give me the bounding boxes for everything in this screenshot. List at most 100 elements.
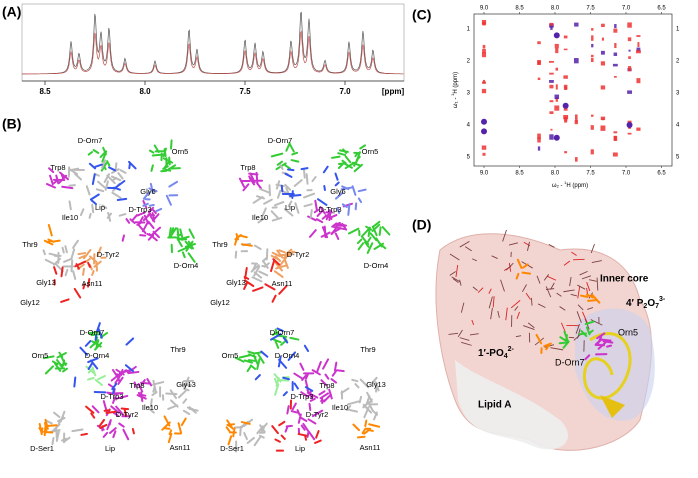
bond: [448, 332, 458, 335]
bond: [354, 383, 360, 389]
residue-label: Thr9: [360, 345, 375, 354]
y-tick-label: 1: [676, 27, 680, 33]
bond: [357, 197, 363, 204]
bond: [244, 279, 255, 288]
x-tick-label: 8.5: [515, 6, 524, 12]
bond: [73, 172, 83, 181]
bond: [259, 434, 265, 439]
cross-peak: [627, 66, 632, 72]
plot-frame: [473, 13, 673, 167]
panel-label: (C): [412, 7, 431, 23]
bond: [589, 279, 597, 282]
bond: [606, 344, 613, 348]
x-tick-label: 6.5: [657, 6, 666, 12]
residue-label: D-Trp3: [128, 205, 151, 214]
bond: [91, 173, 96, 186]
bond: [114, 375, 121, 384]
bond: [530, 297, 533, 306]
bond: [300, 167, 309, 171]
bond: [334, 172, 339, 181]
cross-peak: [574, 157, 578, 162]
bond: [89, 193, 100, 201]
bond: [254, 374, 261, 381]
bond: [123, 408, 127, 417]
x-tick-label: 9.0: [480, 6, 489, 12]
bond: [79, 208, 85, 217]
bond: [276, 189, 282, 199]
bond: [523, 325, 535, 330]
bond: [97, 374, 106, 381]
annotation: Inner core: [600, 274, 649, 285]
bond: [313, 208, 320, 214]
cross-peak: [600, 116, 606, 120]
residue-label: Thr9: [170, 345, 185, 354]
bond: [273, 373, 282, 383]
label-part: H (ppm): [566, 183, 588, 189]
bond: [64, 268, 69, 277]
bond: [89, 339, 99, 349]
bond: [344, 155, 352, 164]
bond: [331, 370, 337, 377]
bond: [96, 246, 102, 257]
bond: [61, 437, 67, 442]
bond: [271, 216, 283, 222]
bond: [282, 336, 289, 344]
bond: [505, 307, 508, 321]
bond: [155, 207, 163, 213]
bond: [38, 422, 43, 436]
bond: [149, 182, 154, 194]
bond: [449, 253, 460, 261]
bond: [309, 209, 313, 219]
cross-peak: [481, 118, 487, 125]
bond: [289, 194, 302, 198]
bond: [167, 404, 179, 410]
bond: [579, 270, 588, 276]
cross-peak: [555, 84, 558, 90]
bond: [68, 200, 72, 211]
bond: [328, 388, 333, 400]
bond: [488, 296, 493, 309]
bond: [558, 341, 569, 345]
bond: [361, 428, 367, 435]
bond: [94, 163, 103, 168]
bond: [270, 210, 279, 219]
bond: [253, 351, 263, 355]
bond: [577, 284, 586, 290]
bond: [565, 334, 568, 342]
bond: [87, 261, 91, 268]
bond: [282, 190, 288, 195]
bond: [271, 251, 281, 258]
cross-peak: [574, 120, 578, 125]
bond: [72, 239, 79, 249]
x-tick-label: 7.5: [586, 6, 595, 12]
bond: [270, 333, 282, 341]
bond: [101, 204, 108, 210]
cross-peak: [614, 24, 617, 29]
residue-label: D-Trp3: [318, 205, 341, 214]
bond: [153, 144, 160, 153]
bond: [163, 427, 171, 430]
cross-peak: [600, 50, 605, 55]
bond: [522, 263, 529, 269]
bond: [170, 139, 173, 150]
bond: [577, 304, 584, 311]
bond: [293, 372, 304, 380]
bond: [303, 344, 310, 352]
bond: [59, 362, 68, 367]
bond: [95, 261, 98, 272]
bond: [45, 419, 53, 425]
residue-label: Lip: [295, 444, 305, 453]
bond: [73, 287, 82, 299]
bond: [514, 306, 519, 311]
cross-peak: [614, 43, 617, 49]
bond: [360, 235, 370, 246]
bond: [253, 271, 263, 279]
bond: [361, 228, 370, 238]
bond: [347, 203, 351, 216]
bond: [341, 185, 350, 191]
bond: [472, 258, 478, 262]
bond: [72, 270, 77, 280]
bond: [596, 332, 606, 340]
bond: [187, 252, 196, 263]
bond: [82, 267, 85, 276]
